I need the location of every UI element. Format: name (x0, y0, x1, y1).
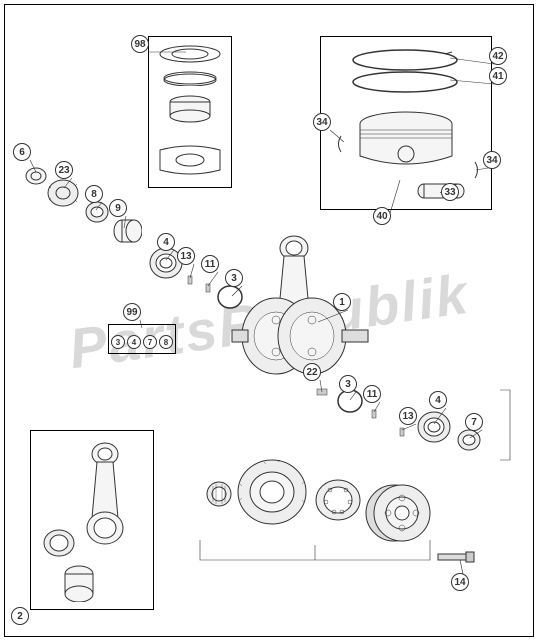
callout-99: 99 (122, 302, 142, 322)
callout-9: 9 (108, 198, 128, 218)
callout-11r: 11 (362, 384, 382, 404)
callout-98: 98 (130, 34, 150, 54)
callout-2: 2 (10, 606, 30, 626)
circlip-right (468, 160, 482, 180)
callout-42: 42 (488, 46, 508, 66)
callout-7r: 7 (464, 412, 484, 432)
gasket-bottom (154, 140, 226, 180)
pin-11-right (370, 408, 378, 420)
primary-gear (236, 458, 308, 526)
callout-41: 41 (488, 66, 508, 86)
callout-4l: 4 (156, 232, 176, 252)
pin-13-right (398, 426, 406, 438)
circlip-left (334, 134, 348, 154)
callout-6: 6 (12, 142, 32, 162)
flywheel (364, 482, 432, 544)
callout-4r: 4 (428, 390, 448, 410)
callout-34a: 34 (312, 112, 332, 132)
callout-3l: 3 (224, 268, 244, 288)
callout-14: 14 (450, 572, 470, 592)
callout-3r: 3 (338, 374, 358, 394)
bearing-4-right (416, 410, 452, 444)
callout-13l: 13 (176, 246, 196, 266)
callout-13r: 13 (398, 406, 418, 426)
callout-22: 22 (302, 362, 322, 382)
needle-bearing (204, 480, 234, 508)
callout-11l: 11 (200, 254, 220, 274)
gear-23 (46, 178, 80, 208)
conrod-pin (62, 564, 96, 602)
piston-small (168, 94, 212, 124)
callout-34b: 34 (482, 150, 502, 170)
ring-small (162, 70, 218, 86)
key-22 (316, 388, 328, 396)
piston-ring-1 (350, 48, 460, 72)
nut-6 (24, 166, 48, 186)
callout-33: 33 (440, 182, 460, 202)
callout-23: 23 (54, 160, 74, 180)
piston-ring-2 (350, 70, 460, 94)
callout-8: 8 (84, 184, 104, 204)
bolt-14 (436, 550, 476, 564)
sprag-clutch (314, 478, 362, 522)
spacer-9 (112, 218, 142, 244)
piston-large (356, 110, 456, 180)
callout-1: 1 (332, 292, 352, 312)
pin-13-left (186, 274, 194, 286)
callout-kit-8: 8 (156, 332, 176, 352)
conrod (80, 440, 130, 550)
pin-11-left (204, 282, 212, 294)
conrod-bearing (42, 528, 76, 558)
gasket-top (158, 44, 222, 64)
callout-40: 40 (372, 206, 392, 226)
